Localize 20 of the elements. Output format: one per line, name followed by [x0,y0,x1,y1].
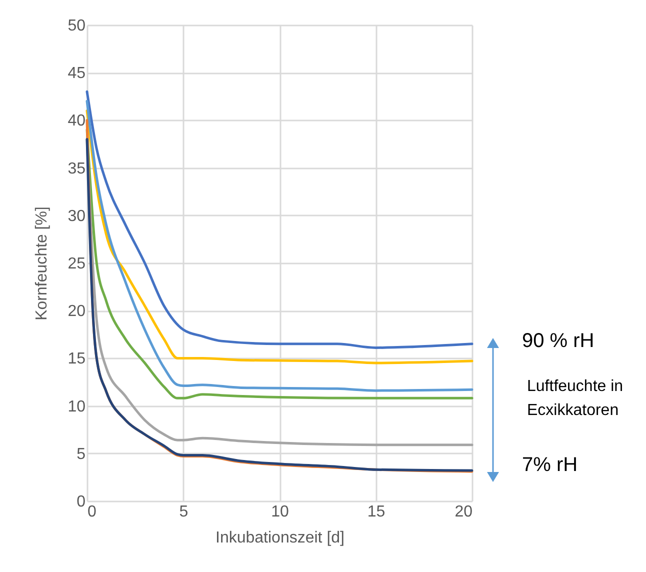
y-tick-label: 40 [68,112,86,130]
x-tick-label: 10 [271,504,289,520]
y-tick-label: 15 [68,350,86,368]
y-axis-title: Kornfeuchte [%] [34,206,51,320]
x-tick-label: 20 [454,504,473,520]
y-tick-label: 45 [68,65,86,82]
text: 90 % rH [522,329,594,354]
text: Luftfeuchte in Ecxikkatoren [527,377,624,421]
y-tick-label: 25 [68,256,86,272]
x-tick-label: 15 [367,504,386,520]
y-tick-label: 20 [68,303,86,320]
y-tick-label: 35 [68,160,86,178]
y-tick-label: 30 [68,208,86,225]
text: 7% rH [522,453,578,478]
y-tick-label: 50 [68,18,86,34]
x-tick-label: 0 [88,504,96,520]
y-tick-label: 5 [76,446,86,463]
y-tick-label: 10 [68,398,86,416]
x-axis-title: Inkubationszeit [d] [216,530,344,546]
x-tick-label: 5 [179,504,188,520]
